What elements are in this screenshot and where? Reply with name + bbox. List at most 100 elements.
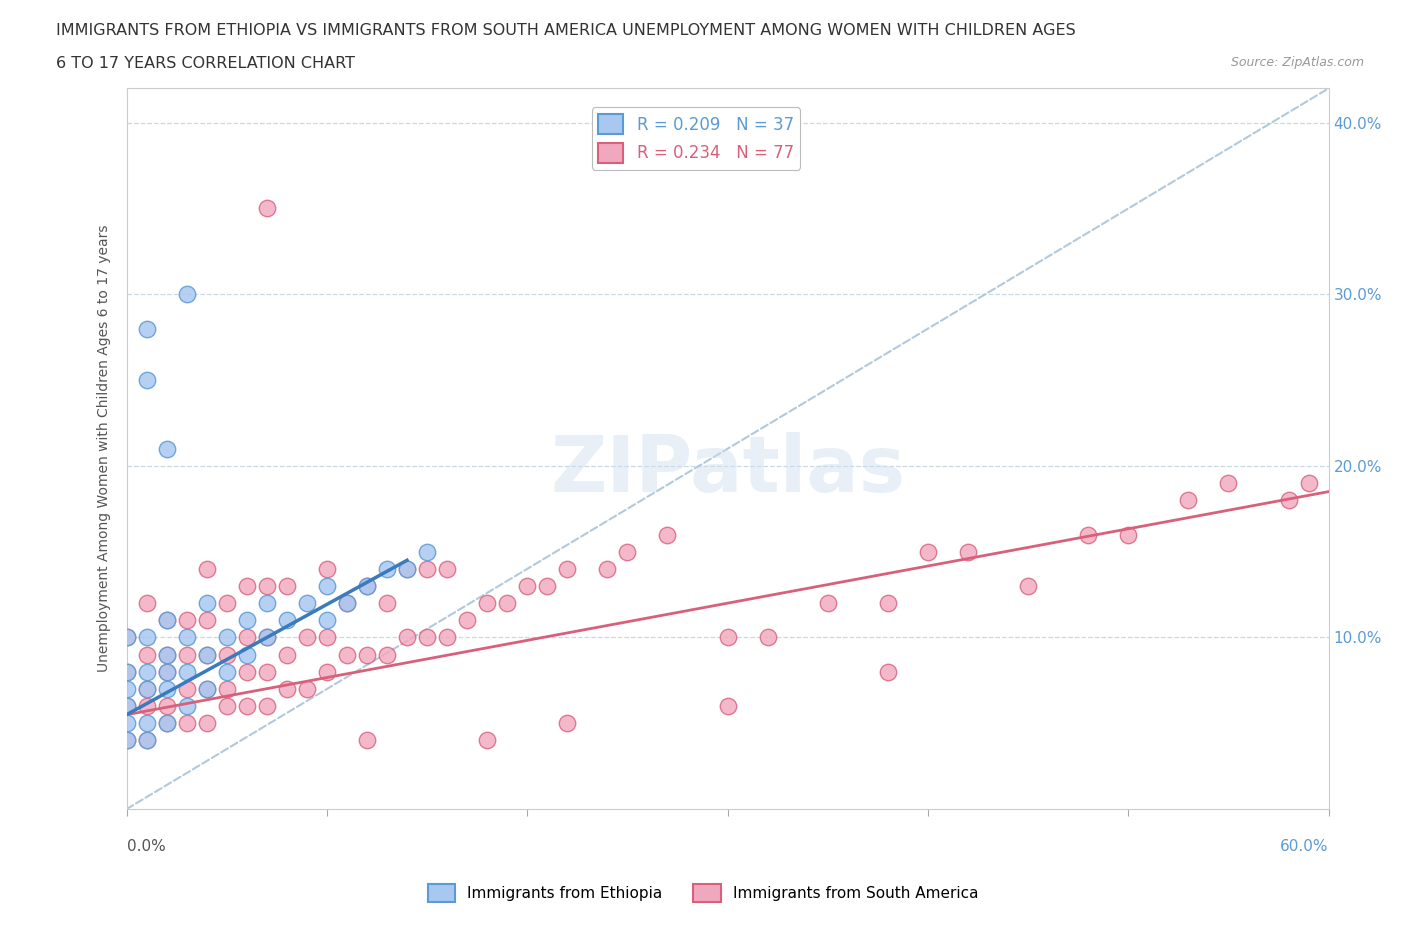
Point xyxy=(235,664,259,679)
Point xyxy=(1277,493,1299,508)
Point xyxy=(176,647,198,662)
Point xyxy=(496,596,519,611)
Point xyxy=(115,716,138,731)
Point xyxy=(877,596,900,611)
Point xyxy=(276,578,298,593)
Point xyxy=(155,442,177,457)
Point xyxy=(555,716,579,731)
Point xyxy=(1218,475,1240,490)
Point xyxy=(155,716,177,731)
Point xyxy=(176,630,198,644)
Point xyxy=(716,698,740,713)
Point xyxy=(195,682,218,697)
Point xyxy=(176,664,198,679)
Point xyxy=(115,698,138,713)
Point xyxy=(1116,527,1139,542)
Point xyxy=(295,682,318,697)
Point xyxy=(155,664,177,679)
Point xyxy=(315,664,337,679)
Point xyxy=(1017,578,1039,593)
Point xyxy=(956,544,979,559)
Point xyxy=(176,286,198,301)
Text: IMMIGRANTS FROM ETHIOPIA VS IMMIGRANTS FROM SOUTH AMERICA UNEMPLOYMENT AMONG WOM: IMMIGRANTS FROM ETHIOPIA VS IMMIGRANTS F… xyxy=(56,23,1076,38)
Point xyxy=(436,562,458,577)
Point xyxy=(115,630,138,644)
Point xyxy=(135,716,157,731)
Point xyxy=(195,647,218,662)
Point xyxy=(135,733,157,748)
Point xyxy=(215,664,238,679)
Point xyxy=(396,562,419,577)
Point xyxy=(336,647,359,662)
Point xyxy=(256,201,278,216)
Point xyxy=(475,733,498,748)
Text: ZIPatlas: ZIPatlas xyxy=(550,432,905,509)
Point xyxy=(1177,493,1199,508)
Point xyxy=(416,630,439,644)
Point xyxy=(276,647,298,662)
Point xyxy=(115,682,138,697)
Text: 6 TO 17 YEARS CORRELATION CHART: 6 TO 17 YEARS CORRELATION CHART xyxy=(56,56,356,71)
Point xyxy=(756,630,779,644)
Point xyxy=(155,613,177,628)
Point xyxy=(235,630,259,644)
Text: 60.0%: 60.0% xyxy=(1281,839,1329,854)
Point xyxy=(716,630,740,644)
Point xyxy=(356,733,378,748)
Point xyxy=(155,716,177,731)
Point xyxy=(375,562,398,577)
Point xyxy=(295,596,318,611)
Point xyxy=(555,562,579,577)
Point xyxy=(396,630,419,644)
Point xyxy=(135,596,157,611)
Point xyxy=(135,373,157,388)
Point xyxy=(195,596,218,611)
Point xyxy=(877,664,900,679)
Point xyxy=(155,698,177,713)
Point xyxy=(516,578,538,593)
Point xyxy=(1077,527,1099,542)
Point xyxy=(356,578,378,593)
Point xyxy=(135,664,157,679)
Point xyxy=(215,630,238,644)
Point xyxy=(396,562,419,577)
Legend: Immigrants from Ethiopia, Immigrants from South America: Immigrants from Ethiopia, Immigrants fro… xyxy=(422,878,984,909)
Point xyxy=(155,647,177,662)
Point xyxy=(115,664,138,679)
Point xyxy=(135,630,157,644)
Point xyxy=(917,544,939,559)
Point xyxy=(135,682,157,697)
Point xyxy=(135,321,157,336)
Point xyxy=(256,630,278,644)
Point xyxy=(155,664,177,679)
Point xyxy=(215,682,238,697)
Point xyxy=(195,562,218,577)
Point xyxy=(315,613,337,628)
Point xyxy=(1298,475,1320,490)
Text: 0.0%: 0.0% xyxy=(127,839,166,854)
Point xyxy=(115,733,138,748)
Point xyxy=(115,698,138,713)
Point xyxy=(657,527,679,542)
Point xyxy=(375,596,398,611)
Point xyxy=(195,682,218,697)
Point xyxy=(475,596,498,611)
Point xyxy=(436,630,458,644)
Point xyxy=(115,664,138,679)
Point xyxy=(256,596,278,611)
Point xyxy=(155,613,177,628)
Point xyxy=(536,578,558,593)
Point xyxy=(195,647,218,662)
Point xyxy=(235,578,259,593)
Point xyxy=(416,544,439,559)
Point xyxy=(195,716,218,731)
Point xyxy=(115,630,138,644)
Point xyxy=(235,647,259,662)
Point xyxy=(176,682,198,697)
Point xyxy=(135,682,157,697)
Point xyxy=(276,613,298,628)
Point xyxy=(256,664,278,679)
Point xyxy=(176,716,198,731)
Point xyxy=(176,698,198,713)
Point xyxy=(155,647,177,662)
